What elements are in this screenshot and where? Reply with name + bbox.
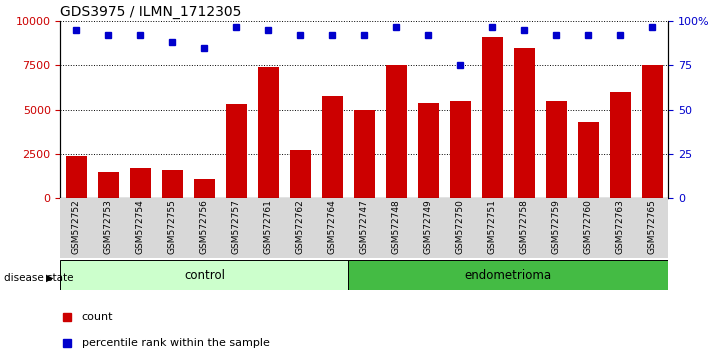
Bar bbox=[60, 260, 348, 290]
Bar bbox=[610, 92, 631, 198]
Bar bbox=[546, 101, 567, 198]
Bar bbox=[578, 122, 599, 198]
Bar bbox=[290, 150, 311, 198]
Bar bbox=[226, 104, 247, 198]
Bar bbox=[418, 103, 439, 198]
Text: GSM572759: GSM572759 bbox=[552, 199, 561, 254]
Bar bbox=[258, 67, 279, 198]
Text: GSM572750: GSM572750 bbox=[456, 199, 465, 254]
Bar bbox=[348, 260, 668, 290]
Text: GDS3975 / ILMN_1712305: GDS3975 / ILMN_1712305 bbox=[60, 5, 242, 19]
Text: ▶: ▶ bbox=[46, 273, 53, 283]
Bar bbox=[482, 37, 503, 198]
Text: GSM572751: GSM572751 bbox=[488, 199, 497, 254]
Text: GSM572755: GSM572755 bbox=[168, 199, 177, 254]
Text: GSM572760: GSM572760 bbox=[584, 199, 593, 254]
Bar bbox=[66, 156, 87, 198]
Text: GSM572753: GSM572753 bbox=[104, 199, 113, 254]
Bar bbox=[514, 48, 535, 198]
Text: GSM572758: GSM572758 bbox=[520, 199, 529, 254]
Text: GSM572748: GSM572748 bbox=[392, 199, 401, 254]
Bar bbox=[354, 110, 375, 198]
Text: GSM572764: GSM572764 bbox=[328, 199, 337, 254]
Text: GSM572749: GSM572749 bbox=[424, 199, 433, 254]
Text: disease state: disease state bbox=[4, 273, 73, 283]
Text: control: control bbox=[184, 269, 225, 282]
Text: count: count bbox=[82, 312, 113, 322]
Text: GSM572757: GSM572757 bbox=[232, 199, 241, 254]
Bar bbox=[322, 96, 343, 198]
Text: GSM572761: GSM572761 bbox=[264, 199, 273, 254]
Text: GSM572747: GSM572747 bbox=[360, 199, 369, 254]
Bar bbox=[450, 101, 471, 198]
Bar bbox=[162, 170, 183, 198]
Text: GSM572754: GSM572754 bbox=[136, 199, 145, 254]
Bar bbox=[386, 65, 407, 198]
Text: GSM572763: GSM572763 bbox=[616, 199, 625, 254]
Text: GSM572762: GSM572762 bbox=[296, 199, 305, 254]
Bar bbox=[642, 65, 663, 198]
Text: percentile rank within the sample: percentile rank within the sample bbox=[82, 338, 269, 348]
Text: GSM572756: GSM572756 bbox=[200, 199, 209, 254]
Bar bbox=[98, 172, 119, 198]
Text: GSM572752: GSM572752 bbox=[72, 199, 81, 254]
Text: GSM572765: GSM572765 bbox=[648, 199, 657, 254]
Text: endometrioma: endometrioma bbox=[465, 269, 552, 282]
Bar bbox=[130, 168, 151, 198]
Bar bbox=[194, 179, 215, 198]
